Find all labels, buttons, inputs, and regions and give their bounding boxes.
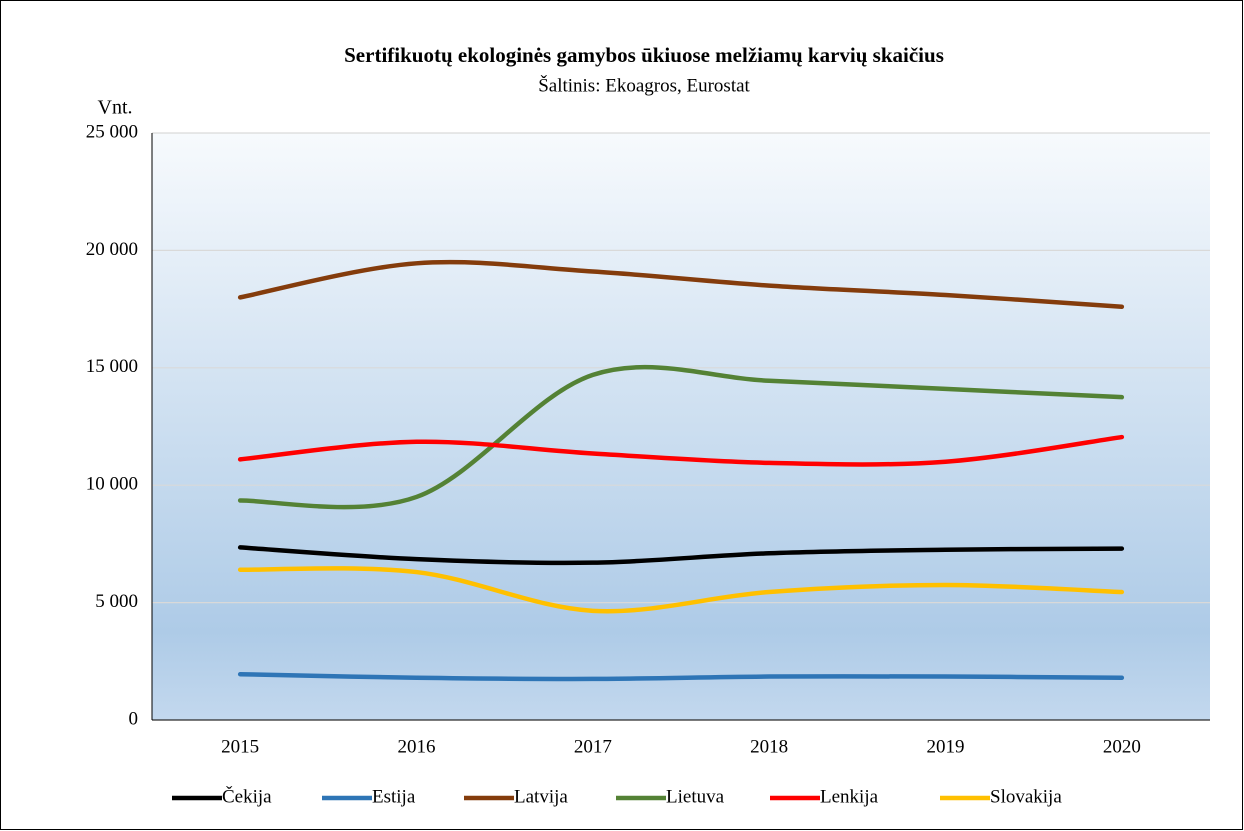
x-tick-label: 2018 [750, 736, 788, 757]
legend-label: Estija [372, 786, 416, 807]
legend-label: Lietuva [666, 786, 725, 807]
y-tick-label: 0 [129, 708, 139, 729]
plot-area [152, 133, 1210, 720]
series-line [237, 259, 1125, 310]
series-line [237, 545, 1125, 566]
chart-title: Sertifikuotų ekologinės gamybos ūkiuose … [344, 43, 944, 67]
legend-label: Čekija [222, 785, 272, 807]
legend-label: Slovakija [990, 786, 1062, 807]
series-line [237, 566, 1125, 614]
x-tick-label: 2017 [574, 736, 612, 757]
chart-subtitle: Šaltinis: Ekoagros, Eurostat [538, 74, 750, 96]
x-tick-label: 2015 [221, 736, 259, 757]
y-tick-label: 20 000 [86, 239, 138, 260]
legend-label: Lenkija [820, 786, 879, 807]
y-tick-label: 15 000 [86, 356, 138, 377]
y-tick-label: 5 000 [95, 591, 138, 612]
series-line [237, 671, 1125, 682]
y-tick-label: 25 000 [86, 121, 138, 142]
y-tick-label: 10 000 [86, 474, 138, 495]
x-tick-label: 2019 [927, 736, 965, 757]
y-axis-label: Vnt. [98, 97, 133, 119]
series-line [237, 364, 1125, 510]
x-tick-label: 2016 [398, 736, 436, 757]
legend-label: Latvija [514, 786, 568, 807]
x-tick-label: 2020 [1103, 736, 1141, 757]
series-line [237, 434, 1125, 467]
